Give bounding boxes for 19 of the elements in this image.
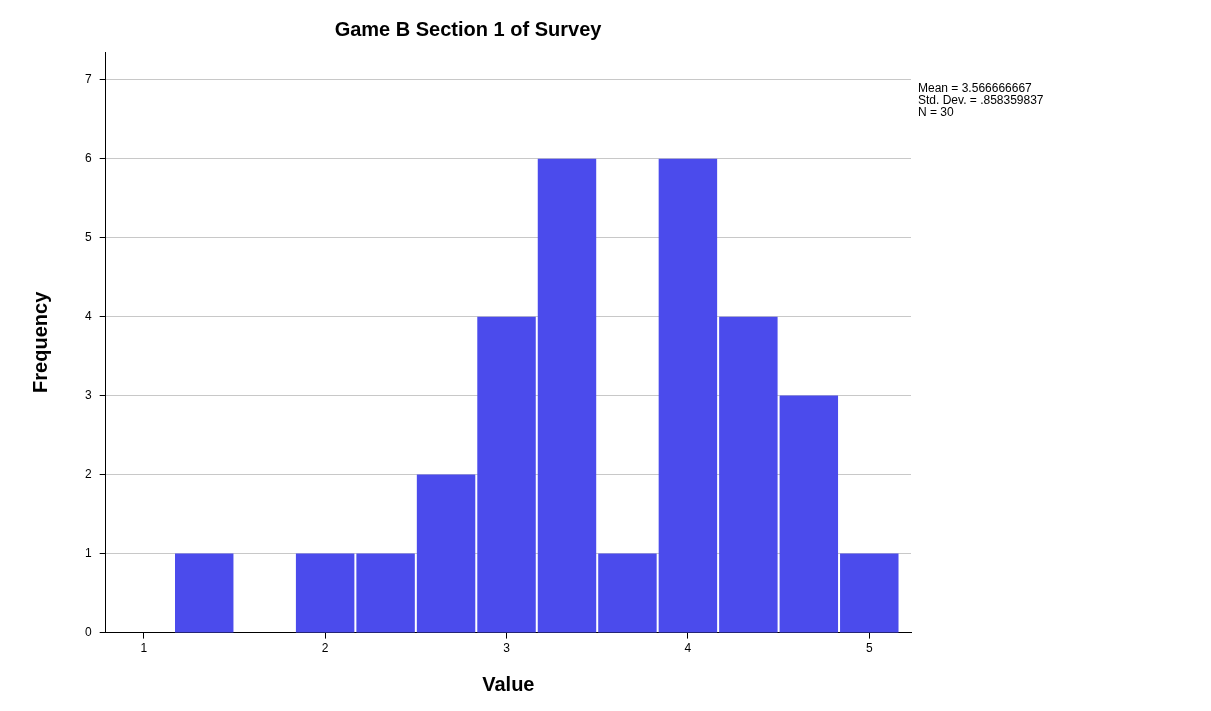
text: Std. Dev. = .858359837	[918, 93, 1044, 107]
y-tick-label: 2	[84, 466, 92, 481]
x-tick-label: 3	[503, 641, 511, 656]
x-axis-title: Value	[482, 672, 535, 695]
y-axis-title: Frequency	[28, 290, 51, 393]
y-tick-label: 1	[84, 545, 92, 560]
y-tick-label: 7	[84, 71, 92, 86]
x-tick-label: 1	[140, 641, 148, 656]
y-tick-label: 3	[84, 387, 92, 402]
chart-title: Game B Section 1 of Survey	[334, 17, 603, 40]
y-tick-label: 5	[84, 229, 92, 244]
x-tick-label: 2	[321, 641, 329, 656]
y-tick-label: 6	[84, 150, 92, 165]
y-tick-label: 4	[84, 308, 92, 323]
y-tick-label: 0	[84, 624, 92, 639]
x-tick-label: 5	[865, 641, 873, 656]
text: Mean = 3.566666667	[918, 81, 1033, 95]
x-tick-label: 4	[684, 641, 692, 656]
text: N = 30	[918, 105, 955, 119]
